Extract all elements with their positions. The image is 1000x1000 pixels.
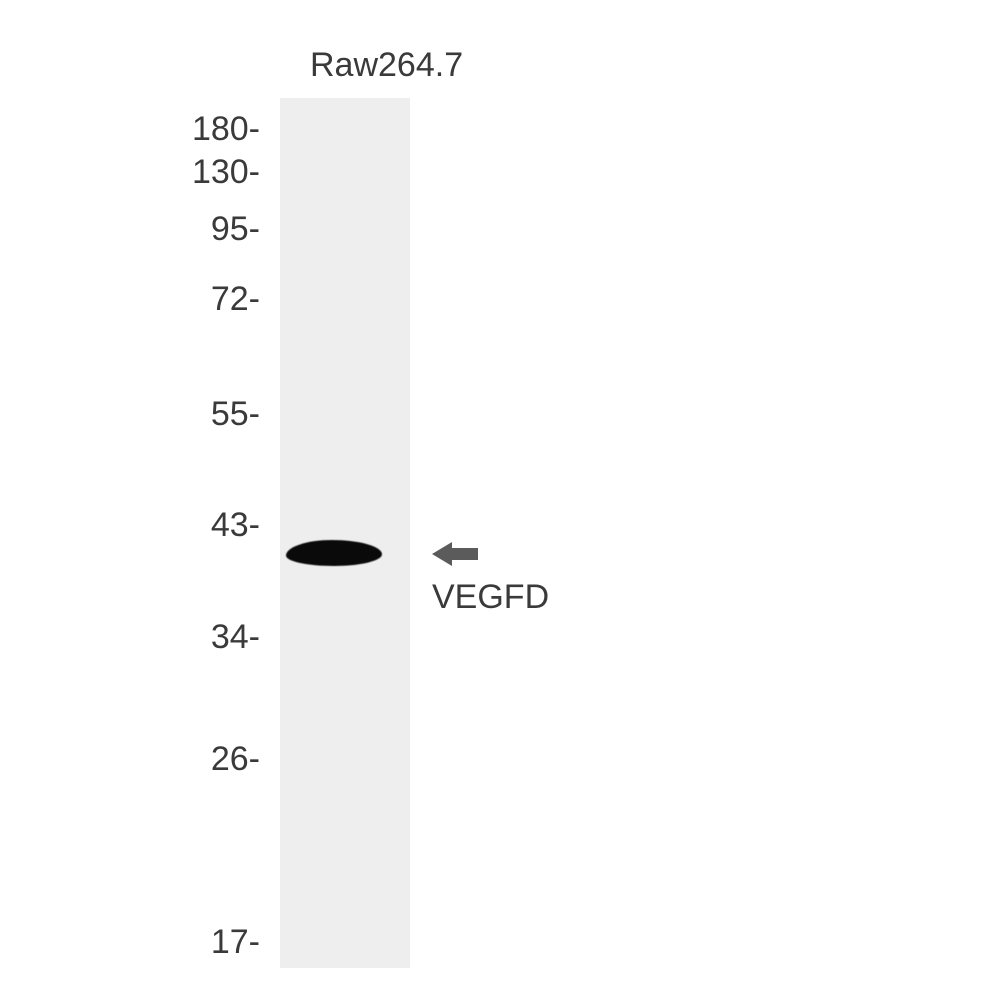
protein-band xyxy=(286,540,382,566)
blot-container: Raw264.7 180- 130- 95- 72- 55- 43- 34- 2… xyxy=(0,0,1000,1000)
arrow-left-icon xyxy=(432,540,478,573)
marker-43: 43- xyxy=(0,506,260,545)
marker-34: 34- xyxy=(0,618,260,657)
marker-17: 17- xyxy=(0,923,260,962)
band-label: VEGFD xyxy=(432,578,549,617)
marker-72: 72- xyxy=(0,280,260,319)
blot-lane xyxy=(280,98,410,968)
lane-label: Raw264.7 xyxy=(310,46,463,85)
marker-55: 55- xyxy=(0,395,260,434)
marker-26: 26- xyxy=(0,740,260,779)
marker-95: 95- xyxy=(0,210,260,249)
marker-130: 130- xyxy=(0,153,260,192)
marker-180: 180- xyxy=(0,110,260,149)
